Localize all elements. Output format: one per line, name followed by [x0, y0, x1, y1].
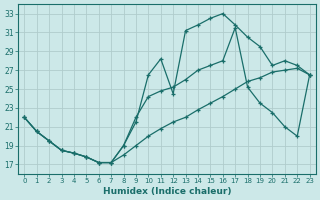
X-axis label: Humidex (Indice chaleur): Humidex (Indice chaleur) [103, 187, 231, 196]
